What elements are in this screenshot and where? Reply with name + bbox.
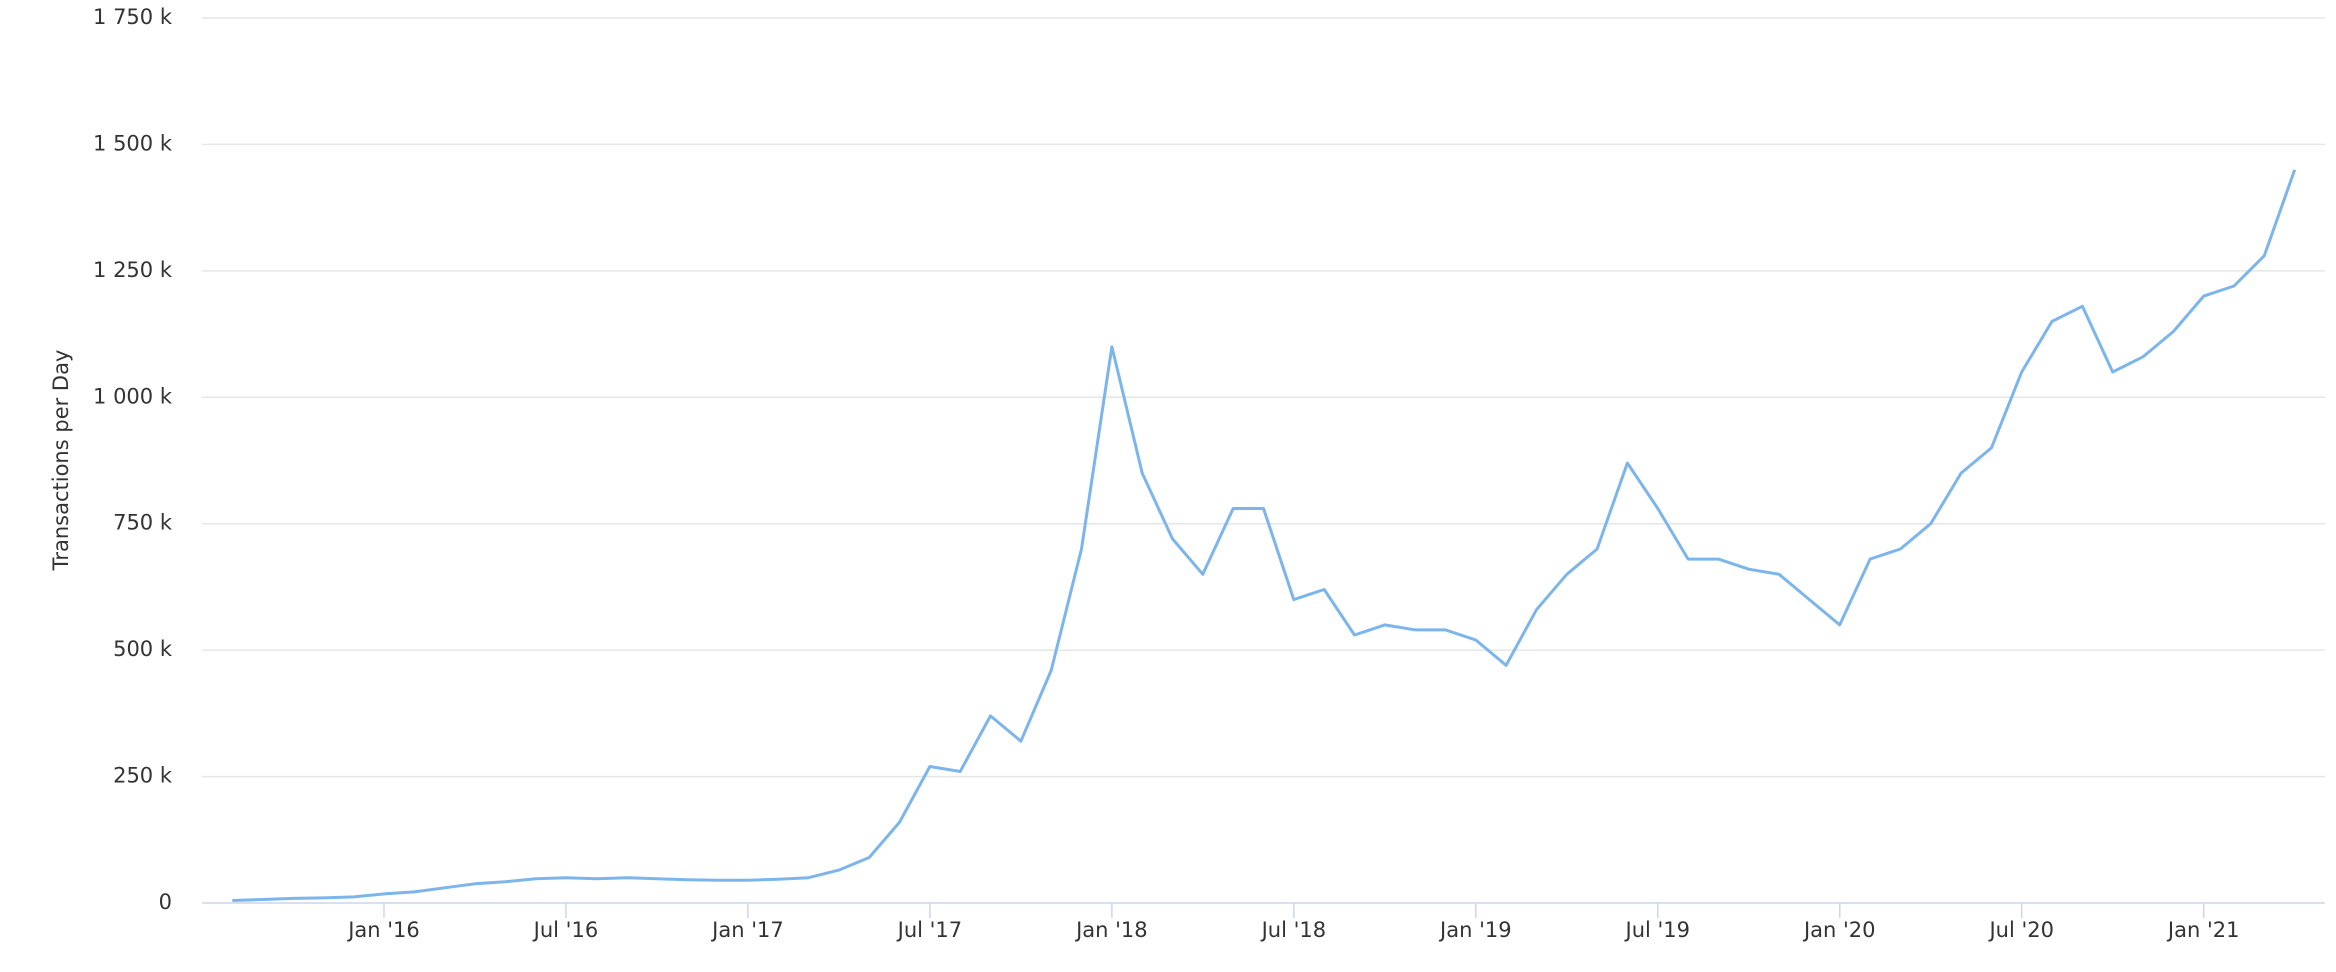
- x-tick-label: Jul '17: [896, 918, 963, 942]
- x-tick-label: Jan '21: [2166, 918, 2240, 942]
- y-tick-label: 1 250 k: [93, 258, 173, 282]
- x-tick-label: Jan '16: [346, 918, 420, 942]
- x-tick-label: Jan '17: [710, 918, 784, 942]
- x-tick-label: Jul '16: [532, 918, 599, 942]
- x-tick-label: Jan '18: [1074, 918, 1148, 942]
- y-tick-label: 1 750 k: [93, 5, 173, 29]
- y-tick-label: 250 k: [113, 764, 173, 788]
- y-tick-label: 500 k: [113, 637, 173, 661]
- y-tick-label: 1 500 k: [93, 131, 173, 155]
- x-tick-label: Jan '19: [1438, 918, 1512, 942]
- x-tick-label: Jul '20: [1987, 918, 2054, 942]
- y-tick-label: 0: [159, 890, 172, 914]
- y-axis-title: Transactions per Day: [49, 350, 73, 572]
- data-line: [232, 169, 2297, 902]
- y-tick-label: 750 k: [113, 511, 173, 535]
- x-tick-label: Jul '18: [1260, 918, 1327, 942]
- x-tick-label: Jul '19: [1624, 918, 1691, 942]
- x-tick-label: Jan '20: [1802, 918, 1876, 942]
- y-tick-label: 1 000 k: [93, 384, 173, 408]
